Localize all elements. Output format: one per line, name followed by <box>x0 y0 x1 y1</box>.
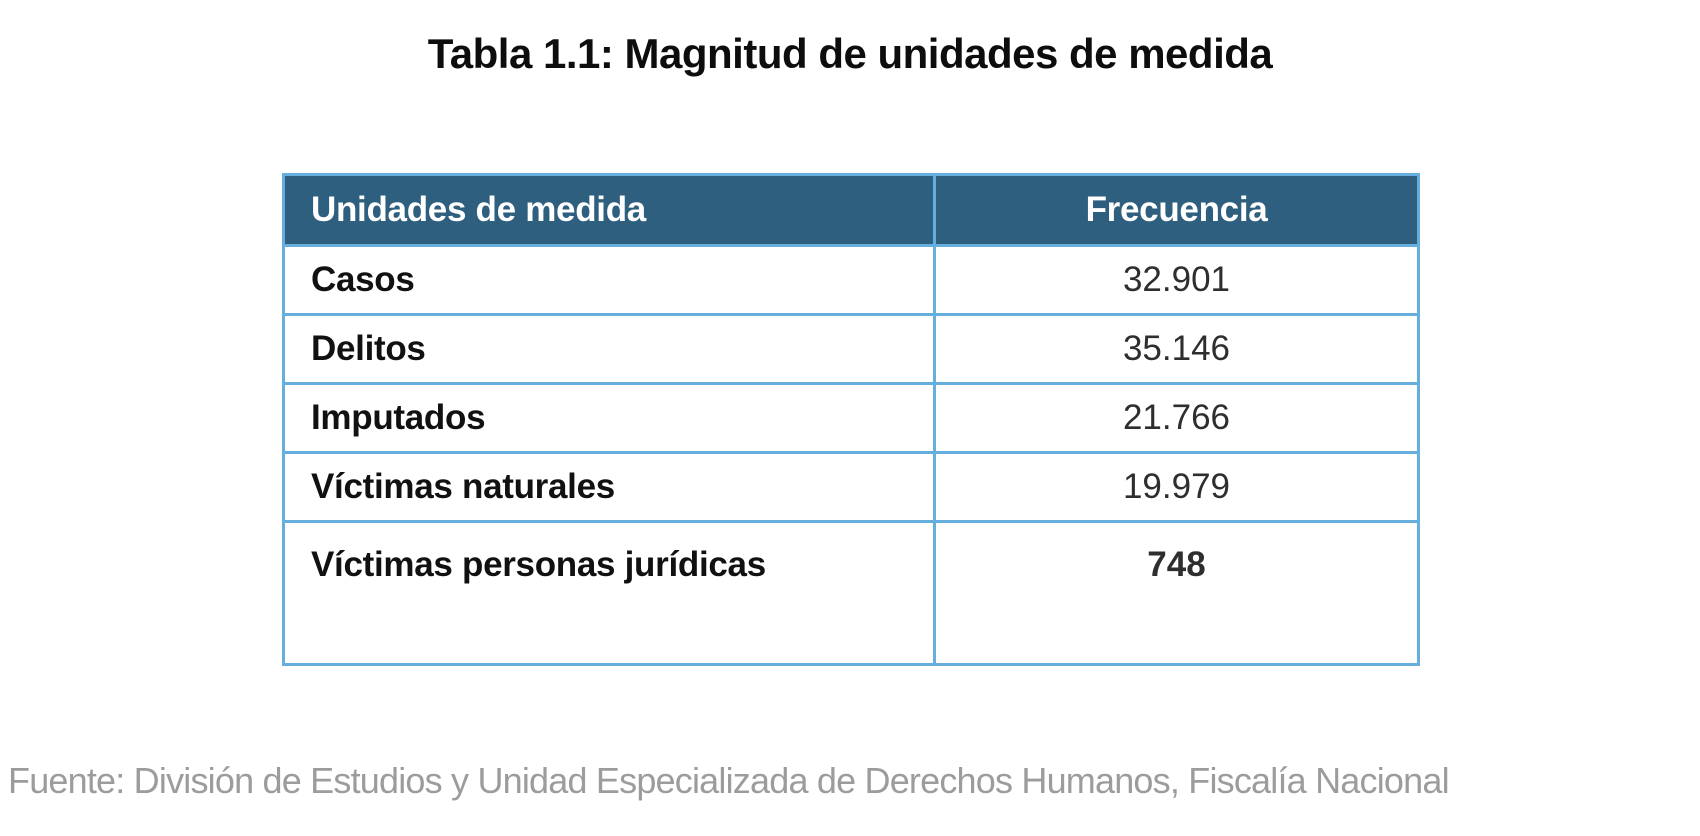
table-row: Casos 32.901 <box>282 244 1420 316</box>
row-label-victimas-juridicas: Víctimas personas jurídicas <box>282 520 936 666</box>
row-label-text: Casos <box>311 260 415 299</box>
table-header-row: Unidades de medida Frecuencia <box>282 173 1420 247</box>
row-label-delitos: Delitos <box>282 313 936 385</box>
table-row: Imputados 21.766 <box>282 382 1420 454</box>
row-value-victimas-juridicas: 748 <box>933 520 1420 666</box>
source-note: Fuente: División de Estudios y Unidad Es… <box>8 760 1450 801</box>
row-value-delitos: 35.146 <box>933 313 1420 385</box>
row-value-victimas-naturales: 19.979 <box>933 451 1420 523</box>
table-row: Víctimas personas jurídicas 748 <box>282 520 1420 666</box>
row-label-text: Delitos <box>311 329 426 368</box>
page-title: Tabla 1.1: Magnitud de unidades de medid… <box>427 30 1273 77</box>
row-label-casos: Casos <box>282 244 936 316</box>
row-value-casos: 32.901 <box>933 244 1420 316</box>
row-label-imputados: Imputados <box>282 382 936 454</box>
frequency-table: Unidades de medida Frecuencia Casos 32.9… <box>282 173 1420 666</box>
table-row: Delitos 35.146 <box>282 313 1420 385</box>
frequency-table-container: Unidades de medida Frecuencia Casos 32.9… <box>282 173 1420 666</box>
row-label-text: Imputados <box>311 398 486 437</box>
column-header-frecuencia: Frecuencia <box>933 173 1420 247</box>
row-label-text: Víctimas naturales <box>311 467 615 506</box>
row-value-imputados: 21.766 <box>933 382 1420 454</box>
column-header-unidades: Unidades de medida <box>282 173 936 247</box>
row-label-text: Víctimas personas jurídicas <box>311 545 766 584</box>
table-row: Víctimas naturales 19.979 <box>282 451 1420 523</box>
row-label-victimas-naturales: Víctimas naturales <box>282 451 936 523</box>
